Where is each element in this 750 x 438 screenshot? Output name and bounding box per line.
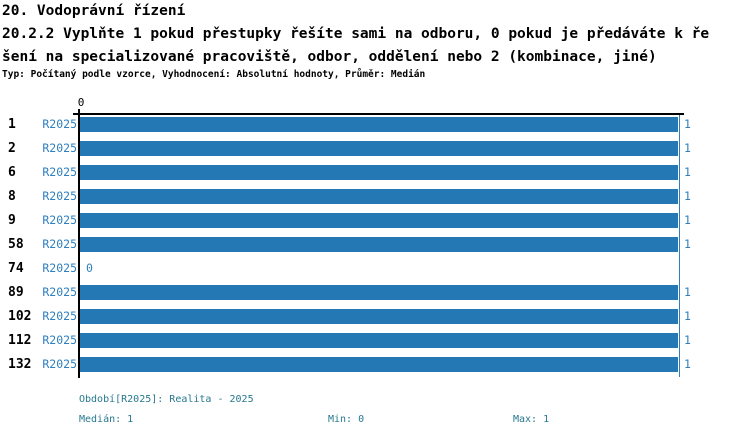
row-category-label: 1 bbox=[8, 117, 16, 132]
bar-value-label: 0 bbox=[86, 261, 93, 275]
row-series-label: R2025 bbox=[42, 117, 77, 131]
chart-row: 132 R2025 1 bbox=[0, 357, 750, 372]
chart-row: 6 R2025 1 bbox=[0, 165, 750, 180]
bar bbox=[80, 213, 678, 228]
chart-row: 58 R2025 1 bbox=[0, 237, 750, 252]
bar-value-label: 1 bbox=[684, 285, 691, 299]
chart-row: 8 R2025 1 bbox=[0, 189, 750, 204]
chart-row: 89 R2025 1 bbox=[0, 285, 750, 300]
row-category-label: 102 bbox=[8, 309, 32, 324]
row-series-label: R2025 bbox=[42, 261, 77, 275]
row-series-label: R2025 bbox=[42, 213, 77, 227]
period-label: Období[R2025]: Realita - 2025 bbox=[79, 394, 254, 405]
bar-value-label: 1 bbox=[684, 189, 691, 203]
row-series-label: R2025 bbox=[42, 309, 77, 323]
bar-value-label: 1 bbox=[684, 237, 691, 251]
chart-row: 2 R2025 1 bbox=[0, 141, 750, 156]
bar bbox=[80, 309, 678, 324]
bar bbox=[80, 285, 678, 300]
row-category-label: 74 bbox=[8, 261, 24, 276]
section-title: 20. Vodoprávní řízení bbox=[2, 3, 186, 19]
bar-value-label: 1 bbox=[684, 165, 691, 179]
row-series-label: R2025 bbox=[42, 165, 77, 179]
bar bbox=[80, 141, 678, 156]
bar bbox=[80, 165, 678, 180]
median-stat: Medián: 1 bbox=[79, 414, 134, 425]
question-title-line-1: 20.2.2 Vyplňte 1 pokud přestupky řešíte … bbox=[2, 26, 710, 42]
bar bbox=[80, 333, 678, 348]
row-series-label: R2025 bbox=[42, 141, 77, 155]
question-meta: Typ: Počítaný podle vzorce, Vyhodnocení:… bbox=[2, 69, 426, 80]
bar-value-label: 1 bbox=[684, 333, 691, 347]
bar bbox=[80, 357, 678, 372]
row-category-label: 6 bbox=[8, 165, 16, 180]
x-axis-line bbox=[73, 113, 684, 115]
row-series-label: R2025 bbox=[42, 237, 77, 251]
row-category-label: 8 bbox=[8, 189, 16, 204]
x-axis-zero-tick-label: 0 bbox=[77, 96, 85, 109]
y-axis-line bbox=[78, 109, 80, 378]
row-series-label: R2025 bbox=[42, 189, 77, 203]
bar-value-label: 1 bbox=[684, 117, 691, 131]
bar-value-label: 1 bbox=[684, 357, 691, 371]
chart-row: 112 R2025 1 bbox=[0, 333, 750, 348]
row-series-label: R2025 bbox=[42, 333, 77, 347]
row-series-label: R2025 bbox=[42, 357, 77, 371]
row-category-label: 58 bbox=[8, 237, 24, 252]
bar bbox=[80, 237, 678, 252]
row-series-label: R2025 bbox=[42, 285, 77, 299]
bar-value-label: 1 bbox=[684, 309, 691, 323]
max-stat: Max: 1 bbox=[513, 414, 550, 425]
bar bbox=[80, 189, 678, 204]
row-category-label: 132 bbox=[8, 357, 32, 372]
chart-row: 74 R2025 0 bbox=[0, 261, 750, 276]
row-category-label: 89 bbox=[8, 285, 24, 300]
max-value-gridline bbox=[679, 115, 680, 377]
row-category-label: 112 bbox=[8, 333, 32, 348]
bar-value-label: 1 bbox=[684, 213, 691, 227]
bar bbox=[80, 117, 678, 132]
bar-value-label: 1 bbox=[684, 141, 691, 155]
chart-row: 1 R2025 1 bbox=[0, 117, 750, 132]
row-category-label: 9 bbox=[8, 213, 16, 228]
chart-row: 9 R2025 1 bbox=[0, 213, 750, 228]
row-category-label: 2 bbox=[8, 141, 16, 156]
chart-row: 102 R2025 1 bbox=[0, 309, 750, 324]
min-stat: Min: 0 bbox=[328, 414, 365, 425]
question-title-line-2: šení na specializované pracoviště, odbor… bbox=[2, 49, 657, 65]
